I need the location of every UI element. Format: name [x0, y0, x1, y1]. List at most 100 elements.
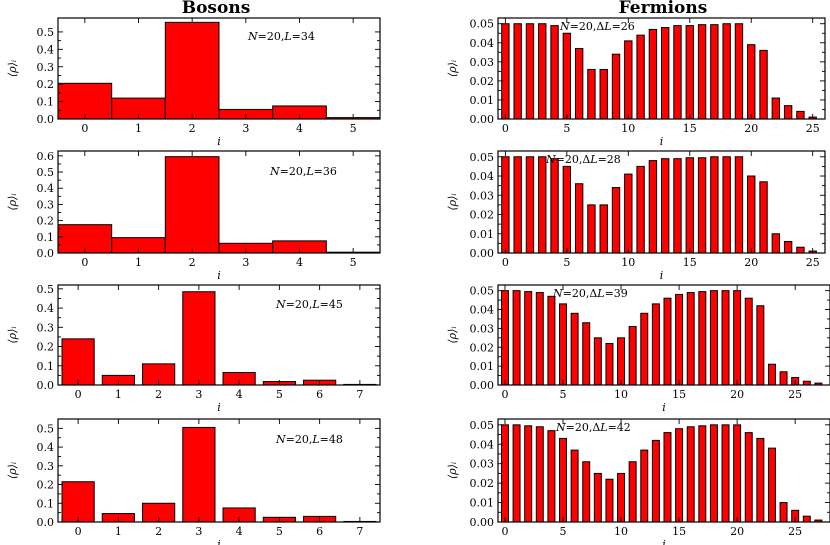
x-tick-label: 5 [560, 388, 567, 401]
y-tick-label: 0.1 [37, 360, 55, 373]
bar [593, 337, 602, 386]
bar [574, 183, 584, 254]
x-tick-label: 2 [189, 256, 196, 269]
x-tick-label: 3 [242, 256, 249, 269]
bar [802, 515, 811, 523]
bar [182, 291, 216, 386]
x-tick-label: 10 [614, 388, 628, 401]
bar [582, 461, 591, 523]
x-tick-label: 0 [75, 388, 82, 401]
bar [547, 430, 556, 523]
bar [535, 292, 544, 386]
x-tick-label: 4 [296, 256, 303, 269]
bar [611, 187, 621, 254]
bar [500, 424, 509, 523]
x-tick-label: 20 [730, 388, 744, 401]
bar [648, 28, 658, 120]
x-tick-label: 7 [356, 388, 363, 401]
bar [709, 424, 718, 523]
bar [513, 23, 522, 120]
bar [686, 426, 695, 523]
chart-panel-fermions-4: 0.00 0.01 0.02 0.03 0.04 0.05 0 5 10 15 20 25 i ⟨ρ⟩ᵢ N… [446, 418, 830, 545]
bar [617, 472, 626, 523]
y-tick-label: 0.0 [37, 247, 55, 260]
bar [182, 426, 216, 523]
bar [61, 481, 95, 523]
y-axis-label: ⟨ρ⟩ᵢ [6, 193, 19, 210]
bar [61, 338, 95, 386]
bar [767, 447, 776, 523]
x-tick-label: 25 [788, 525, 802, 538]
chart-panel-bosons-2: 0.0 0.1 0.2 0.3 0.4 0.5 0.6 0 1 2 3 4 5 i ⟨ρ⟩ᵢ N=20,L=3… [6, 150, 381, 282]
bar [500, 290, 509, 386]
chart-panel-bosons-4: 0.0 0.1 0.2 0.3 0.4 0.5 0 1 2 3 4 5 6 7 i ⟨ρ⟩ᵢ N=20,L=48 [6, 418, 381, 545]
y-tick-label: 0.4 [37, 441, 55, 454]
y-tick-label: 0.02 [470, 477, 495, 490]
x-tick-label: 3 [195, 388, 202, 401]
x-tick-label: 1 [115, 525, 122, 538]
bar [651, 303, 660, 386]
y-tick-label: 0.4 [37, 182, 55, 195]
y-tick-label: 0.4 [37, 302, 55, 315]
bar [675, 428, 684, 523]
bar [599, 204, 608, 254]
y-tick-label: 0.4 [37, 43, 55, 56]
bar [759, 49, 768, 120]
bar [501, 23, 510, 120]
x-tick-label: 4 [236, 388, 243, 401]
y-tick-label: 0.0 [37, 516, 55, 529]
y-axis-label: ⟨ρ⟩ᵢ [446, 60, 459, 77]
bar [779, 371, 788, 386]
bar [513, 156, 522, 254]
bar [747, 175, 756, 254]
bar [747, 44, 756, 120]
y-tick-label: 0.03 [470, 189, 495, 202]
x-axis-label: i [217, 269, 221, 282]
bar [636, 165, 645, 254]
x-tick-label: 0 [502, 122, 509, 135]
x-tick-label: 0 [81, 256, 88, 269]
x-tick-label: 2 [155, 388, 162, 401]
bar [756, 437, 765, 523]
y-axis-label: ⟨ρ⟩ᵢ [6, 326, 19, 343]
bar [783, 240, 793, 254]
x-tick-label: 5 [350, 256, 357, 269]
x-axis-label: i [660, 269, 664, 282]
bar [524, 425, 533, 523]
y-tick-label: 0.05 [470, 151, 495, 164]
bar [525, 156, 535, 254]
x-tick-label: 15 [672, 388, 686, 401]
y-tick-label: 0.03 [470, 458, 495, 471]
bar [685, 157, 694, 254]
bar [628, 326, 637, 386]
plot-frame [57, 284, 381, 386]
x-tick-label: 5 [276, 525, 283, 538]
bar [624, 40, 633, 120]
bar [624, 173, 633, 254]
x-tick-label: 1 [115, 388, 122, 401]
x-axis-label: i [660, 135, 664, 148]
x-tick-label: 2 [189, 122, 196, 135]
bar [709, 290, 718, 386]
x-tick-label: 0 [81, 122, 88, 135]
bar [734, 23, 744, 120]
bar [697, 24, 707, 120]
y-tick-label: 0.2 [37, 341, 55, 354]
x-tick-label: 20 [730, 525, 744, 538]
x-tick-label: 5 [563, 122, 570, 135]
panels-group: 0.00.10.20.30.40.50 1 2 3 4 5i⟨ρ⟩ᵢN=20,L=340.… [6, 17, 830, 545]
y-axis-label: ⟨ρ⟩ᵢ [446, 462, 459, 479]
x-tick-label: 20 [744, 256, 758, 269]
bar [744, 297, 753, 386]
bar [501, 156, 510, 254]
x-axis-label: i [217, 538, 221, 545]
plot-frame [497, 17, 826, 120]
x-axis-label: i [662, 401, 666, 414]
y-tick-label: 0.02 [470, 75, 495, 88]
bar [605, 342, 614, 386]
bar [686, 292, 695, 386]
plot-frame [57, 150, 381, 254]
y-tick-label: 0.01 [470, 360, 495, 373]
bar [661, 27, 670, 120]
